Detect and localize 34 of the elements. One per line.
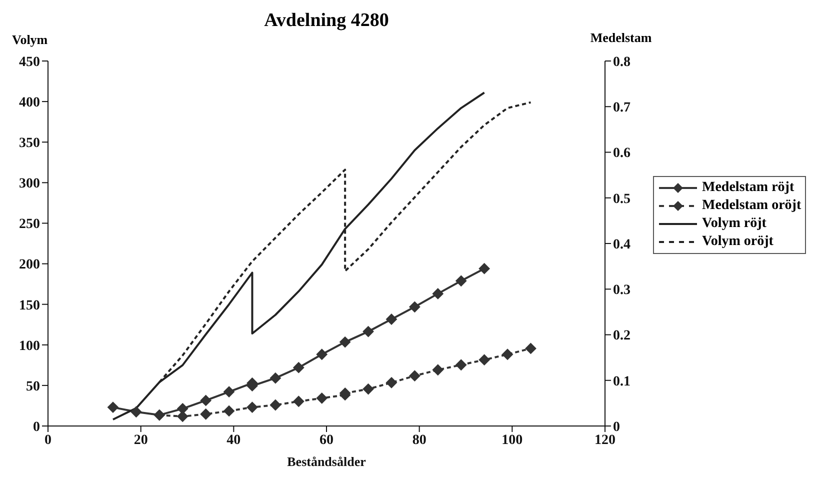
y2-tick-label: 0.7	[613, 100, 630, 116]
x-tick-label: 0	[44, 432, 52, 448]
y-tick-label: 50	[26, 379, 40, 394]
y-tick-label: 150	[19, 298, 40, 314]
y-tick-label: 400	[19, 96, 40, 111]
x-tick-label: 100	[502, 432, 523, 448]
y-tick-label: 200	[19, 258, 40, 273]
legend-label: Volym oröjt	[702, 234, 774, 250]
x-axis-title: Beståndsålder	[287, 454, 366, 469]
y2-tick-label: 0.2	[613, 328, 630, 344]
y-tick-label: 300	[19, 176, 40, 192]
x-tick-label: 120	[594, 432, 616, 448]
y-tick-label: 250	[19, 217, 40, 232]
x-tick-label: 20	[134, 432, 148, 448]
legend-label: Volym röjt	[702, 216, 766, 232]
y-tick-label: 350	[19, 136, 40, 152]
y-axis-title: Volym	[12, 32, 48, 48]
y2-tick-label: 0.4	[613, 237, 630, 252]
x-tick-label: 40	[226, 432, 241, 448]
y-tick-label: 450	[19, 54, 40, 70]
y2-tick-label: 0.3	[613, 283, 630, 298]
y2-tick-label: 0.6	[613, 146, 630, 162]
y2-axis-title: Medelstam	[589, 30, 653, 46]
legend-label: Medelstam oröjt	[702, 198, 802, 214]
x-tick-label: 80	[412, 432, 426, 448]
legend-label: Medelstam röjt	[702, 180, 794, 196]
y2-tick-label: 0.1	[613, 374, 630, 390]
y2-tick-label: 0.8	[613, 54, 630, 70]
y-tick-label: 100	[19, 338, 40, 354]
y2-tick-label: 0.5	[613, 192, 630, 207]
x-tick-label: 60	[320, 432, 334, 448]
chart-title: Avdelning 4280	[264, 10, 389, 31]
y2-tick-label: 0	[613, 420, 620, 435]
y-tick-label: 0	[33, 420, 40, 435]
